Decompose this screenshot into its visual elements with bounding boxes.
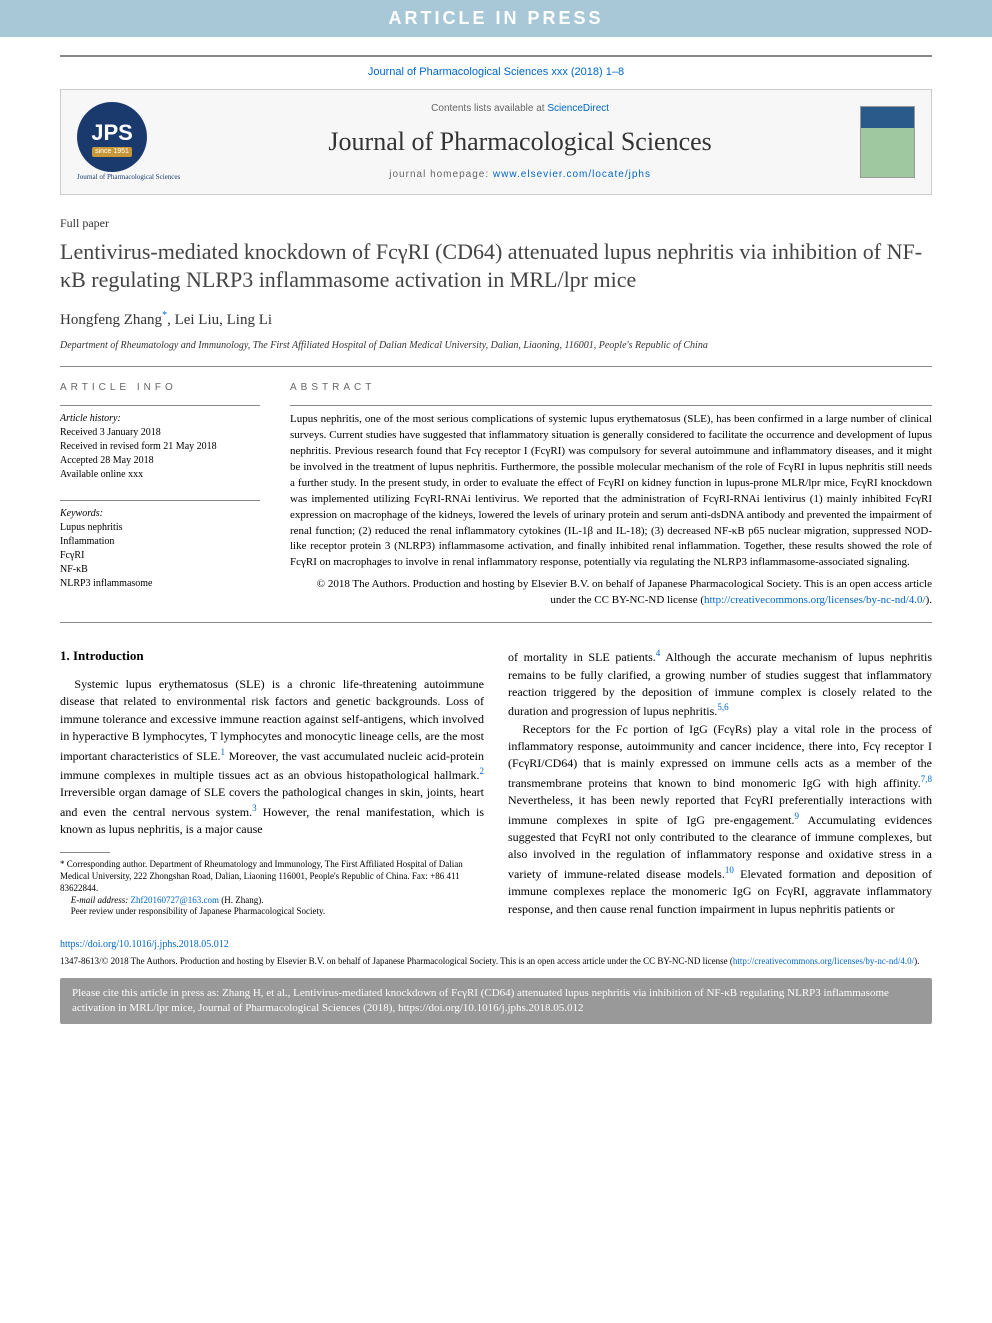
ref-superscript[interactable]: 5,6 [717,702,728,712]
abstract-column: ABSTRACT Lupus nephritis, one of the mos… [290,381,932,608]
jps-logo-since: since 1951 [92,147,132,157]
info-abstract-row: ARTICLE INFO Article history: Received 3… [60,381,932,608]
sciencedirect-link[interactable]: ScienceDirect [547,103,609,114]
paper-type: Full paper [60,215,932,232]
license-end: ). [914,956,919,966]
contents-available-line: Contents lists available at ScienceDirec… [180,102,860,116]
authors: Hongfeng Zhang*, Lei Liu, Ling Li [60,309,932,331]
info-rule [60,405,260,406]
jps-logo-icon: JPS since 1951 [77,102,147,172]
jps-logo-sublabel: Journal of Pharmacological Sciences [77,174,180,181]
right-column: of mortality in SLE patients.4 Although … [508,647,932,918]
text: Receptors for the Fc portion of IgG (Fcγ… [508,722,932,790]
license-url-link[interactable]: http://creativecommons.org/licenses/by-n… [733,956,914,966]
peer-review-footnote: Peer review under responsibility of Japa… [60,906,484,918]
doi-line: https://doi.org/10.1016/j.jphs.2018.05.0… [60,938,932,952]
citation-top: Journal of Pharmacological Sciences xxx … [0,57,992,88]
history-online: Available online xxx [60,469,143,480]
homepage-line: journal homepage: www.elsevier.com/locat… [180,168,860,182]
journal-cover-thumbnail [860,106,915,178]
main-two-columns: 1. Introduction Systemic lupus erythemat… [60,647,932,918]
article-info-heading: ARTICLE INFO [60,381,260,395]
homepage-pre: journal homepage: [389,169,493,180]
history-label: Article history: [60,413,121,424]
email-footnote: E-mail address: Zhf20160727@163.com (H. … [60,895,484,907]
keywords-rule [60,500,260,501]
keywords-label: Keywords: [60,508,103,519]
divider-rule [60,622,932,623]
email-link[interactable]: Zhf20160727@163.com [130,895,219,905]
keyword: Inflammation [60,536,114,547]
keyword: FcγRI [60,550,84,561]
text: of mortality in SLE patients. [508,650,656,664]
footnote-separator [60,852,110,853]
abstract-rule [290,405,932,406]
history-received: Received 3 January 2018 [60,427,161,438]
ref-superscript[interactable]: 10 [725,865,734,875]
intro-para-2: of mortality in SLE patients.4 Although … [508,647,932,721]
email-suffix: (H. Zhang). [219,895,264,905]
history-accepted: Accepted 28 May 2018 [60,455,154,466]
homepage-link[interactable]: www.elsevier.com/locate/jphs [493,169,651,180]
keyword: Lupus nephritis [60,522,123,533]
article-info-column: ARTICLE INFO Article history: Received 3… [60,381,260,608]
left-column: 1. Introduction Systemic lupus erythemat… [60,647,484,918]
abstract-copyright: © 2018 The Authors. Production and hosti… [290,577,932,608]
intro-para-3: Receptors for the Fc portion of IgG (Fcγ… [508,721,932,918]
introduction-heading: 1. Introduction [60,647,484,666]
journal-header-center: Contents lists available at ScienceDirec… [180,102,860,182]
divider-rule [60,366,932,367]
jps-logo-wrap: JPS since 1951 Journal of Pharmacologica… [77,102,180,181]
abstract-text: Lupus nephritis, one of the most serious… [290,412,932,571]
email-label: E-mail address: [71,895,131,905]
journal-header: JPS since 1951 Journal of Pharmacologica… [60,89,932,195]
corresponding-footnote: * Corresponding author. Department of Rh… [60,859,484,894]
article-in-press-banner: ARTICLE IN PRESS [0,0,992,37]
history-revised: Received in revised form 21 May 2018 [60,441,217,452]
doi-link[interactable]: https://doi.org/10.1016/j.jphs.2018.05.0… [60,939,229,950]
article-history: Article history: Received 3 January 2018… [60,412,260,482]
ref-superscript[interactable]: 2 [480,766,485,776]
article-body: Full paper Lentivirus-mediated knockdown… [60,215,932,918]
bottom-license: 1347-8613/© 2018 The Authors. Production… [60,956,932,968]
contents-pre: Contents lists available at [431,103,547,114]
license-text: 1347-8613/© 2018 The Authors. Production… [60,956,733,966]
affiliation: Department of Rheumatology and Immunolog… [60,339,932,352]
ref-superscript[interactable]: 7,8 [921,774,932,784]
keywords-block: Keywords: Lupus nephritis Inflammation F… [60,500,260,591]
jps-logo-text: JPS [91,118,133,149]
authors-rest: , Lei Liu, Ling Li [167,312,272,328]
author-corresponding: Hongfeng Zhang [60,312,162,328]
copyright-end: ). [926,594,932,606]
journal-title: Journal of Pharmacological Sciences [180,124,860,160]
intro-para-1: Systemic lupus erythematosus (SLE) is a … [60,676,484,839]
keyword: NF-κB [60,564,88,575]
license-link[interactable]: http://creativecommons.org/licenses/by-n… [704,594,926,606]
cite-this-article-box: Please cite this article in press as: Zh… [60,978,932,1025]
keyword: NLRP3 inflammasome [60,578,153,589]
article-title: Lentivirus-mediated knockdown of FcγRI (… [60,238,932,295]
abstract-heading: ABSTRACT [290,381,932,395]
